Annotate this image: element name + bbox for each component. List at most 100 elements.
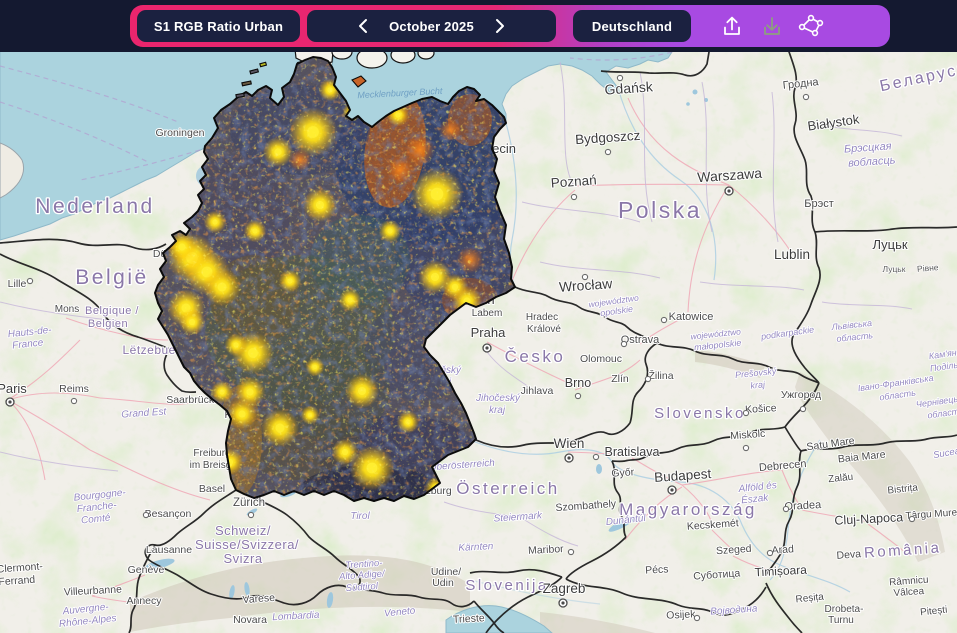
map-label: Брэст	[804, 198, 834, 210]
map-label: Groningen	[155, 127, 204, 139]
map-label: Zürich	[233, 497, 265, 509]
area-select-button[interactable]: Deutschland	[573, 10, 691, 42]
map-label: Ostrava	[621, 334, 660, 346]
map-label: Pitești	[920, 605, 948, 619]
month-label: October 2025	[389, 18, 474, 34]
map-label: Slovensko	[654, 405, 746, 422]
map-label: Brno	[565, 376, 591, 390]
map-label: kraj	[750, 379, 766, 391]
overlay-islands	[235, 61, 367, 99]
chevron-right-icon[interactable]	[494, 18, 506, 34]
map-label: Deva	[836, 548, 861, 562]
layer-select-button[interactable]: S1 RGB Ratio Urban	[137, 10, 300, 42]
capital-marker-core	[485, 346, 489, 350]
map-label: Novara	[233, 614, 267, 626]
city-dot	[567, 548, 575, 556]
map-label: Râmnicu	[889, 575, 929, 589]
month-nav-button[interactable]: October 2025	[307, 10, 556, 42]
city-dot	[644, 375, 652, 383]
map-label: Katowice	[669, 311, 714, 323]
capital-marker-core	[561, 601, 565, 605]
map-label: Győr	[611, 466, 635, 480]
capital-marker-core	[8, 400, 12, 404]
map-label: Králové	[527, 324, 561, 335]
city-dot	[592, 453, 600, 461]
admin-borders	[0, 61, 913, 547]
map-label: Zagreb	[543, 581, 586, 596]
map-label: Lille	[8, 278, 27, 290]
map-label: România	[863, 539, 942, 561]
city-dot	[604, 148, 612, 156]
map-label: Polska	[618, 197, 702, 223]
map-label: Jihlava	[521, 385, 554, 397]
toolbar-pill-group: S1 RGB Ratio Urban October 2025 Deutschl…	[130, 5, 890, 47]
map-label: Mons	[55, 304, 79, 315]
map-label: Гродна	[782, 76, 820, 92]
map-label: Reims	[59, 383, 89, 395]
city-dot	[570, 193, 578, 201]
map-label: Észak	[740, 491, 769, 507]
share-polygon-icon	[798, 14, 824, 37]
download-icon	[764, 17, 780, 35]
map-label: Lublin	[774, 247, 810, 262]
map-label: Ужгород	[781, 389, 821, 401]
city-dot	[581, 273, 589, 281]
map-label: Veneto	[384, 605, 417, 619]
city-dot	[142, 511, 150, 519]
map-label: Cluj-Napoca	[834, 510, 903, 528]
roads	[7, 97, 911, 605]
map-label: Szombathely	[555, 498, 617, 514]
map-label: Gdańsk	[604, 78, 654, 97]
city-dot	[782, 505, 790, 513]
share-polygon-button[interactable]	[793, 10, 829, 42]
map-label: Osijek	[666, 608, 697, 622]
map-label: France	[12, 337, 45, 351]
map-label: Oradea	[784, 499, 822, 513]
map-label: Comté	[81, 512, 112, 526]
map-label: Belgique /	[85, 305, 139, 317]
map-label: Hradec	[526, 312, 558, 323]
map-label: Луцьк	[883, 264, 906, 274]
map-label: Timișoara	[754, 563, 807, 580]
map-label: Kärnten	[458, 541, 494, 554]
toolbar: S1 RGB Ratio Urban October 2025 Deutschl…	[0, 0, 957, 52]
map-label: Суботица	[693, 567, 741, 582]
map-label: Udin	[432, 577, 454, 589]
map-label: Steiermark	[493, 510, 543, 524]
map-label: Annecy	[126, 595, 162, 607]
map-label: Praha	[471, 325, 506, 340]
map-label: Vâlcea	[893, 586, 925, 599]
map-label: Lombardia	[272, 610, 320, 623]
map-label: Ferrand	[0, 574, 36, 589]
map-label: Tirol	[350, 511, 370, 522]
city-dot	[620, 340, 628, 348]
chevron-left-icon[interactable]	[357, 18, 369, 34]
upload-icon	[724, 16, 740, 35]
map-label: Svizra	[223, 551, 262, 566]
city-dot	[660, 316, 668, 324]
map-label: область	[927, 405, 957, 420]
map-label: Војводина	[710, 603, 758, 617]
map-label: Брэсцкая	[844, 140, 892, 155]
map-label: Львівська	[830, 318, 872, 332]
map-label: Poznań	[550, 172, 597, 190]
upload-button[interactable]	[714, 10, 750, 42]
city-dot	[799, 405, 807, 413]
map-label: Grand Est	[121, 406, 168, 420]
map-label: Kecskemét	[686, 517, 739, 533]
map-label: Alto Adige/	[338, 568, 387, 582]
map-label: Drobeta-	[825, 604, 864, 615]
city-dot	[616, 74, 624, 82]
map-label: Târgu Mureș	[905, 507, 957, 522]
city-dot	[766, 549, 774, 557]
map-label: Zlín	[611, 373, 629, 385]
map-label: kraj	[489, 405, 506, 416]
map-label: Jihočeský	[475, 393, 521, 404]
city-dot	[693, 614, 701, 622]
download-button[interactable]	[754, 10, 790, 42]
germany-outline	[154, 56, 516, 502]
map-label: Udine/	[431, 566, 461, 578]
map-label: Basel	[199, 483, 225, 495]
map-label: Genève	[128, 564, 165, 576]
